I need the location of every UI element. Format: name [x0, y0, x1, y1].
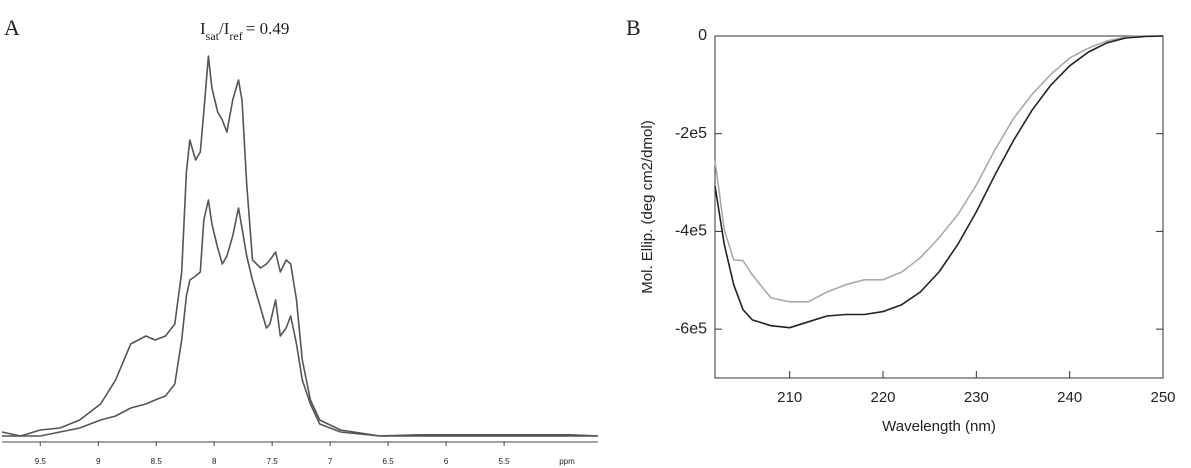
x-tick-label: 230 — [964, 389, 989, 406]
y-tick-label: -2e5 — [675, 125, 707, 142]
annotation-part: /I — [219, 19, 230, 38]
annotation-part: I — [200, 19, 206, 38]
annotation-part: = 0.49 — [246, 19, 290, 38]
annotation: Isat/Iref = 0.49 — [200, 19, 289, 43]
x-tick-label: 9.5 — [35, 457, 47, 466]
series-line — [1, 55, 599, 437]
y-tick-label: -6e5 — [675, 320, 707, 337]
x-tick-label: 7 — [328, 457, 333, 466]
series-line — [714, 35, 1163, 303]
series-line — [714, 35, 1164, 329]
x-tick-label: 8 — [212, 457, 217, 466]
x-tick-label: 8.5 — [151, 457, 163, 466]
x-tick-label: 6.5 — [383, 457, 395, 466]
y-tick-label: -4e5 — [675, 223, 707, 240]
y-tick-label: 0 — [698, 27, 707, 44]
x-tick-label: 7.5 — [267, 457, 279, 466]
x-axis-label: ppm — [559, 457, 575, 466]
annotation-part: sat — [206, 29, 220, 43]
y-axis-label: Mol. Ellip. (deg cm2/dmol) — [639, 120, 656, 293]
x-tick-label: 6 — [444, 457, 449, 466]
x-axis-label: Wavelength (nm) — [882, 418, 996, 435]
x-tick-label: 210 — [777, 389, 802, 406]
panel-label: A — [4, 15, 20, 40]
series-line — [2, 199, 598, 437]
x-tick-label: 240 — [1057, 389, 1082, 406]
x-tick-label: 220 — [870, 389, 895, 406]
x-tick-label: 250 — [1150, 389, 1175, 406]
x-tick-label: 9 — [96, 457, 101, 466]
x-tick-label: 5.5 — [499, 457, 511, 466]
panel-label: B — [626, 15, 641, 40]
plot-frame — [714, 35, 1164, 379]
annotation-part: ref — [229, 29, 242, 43]
